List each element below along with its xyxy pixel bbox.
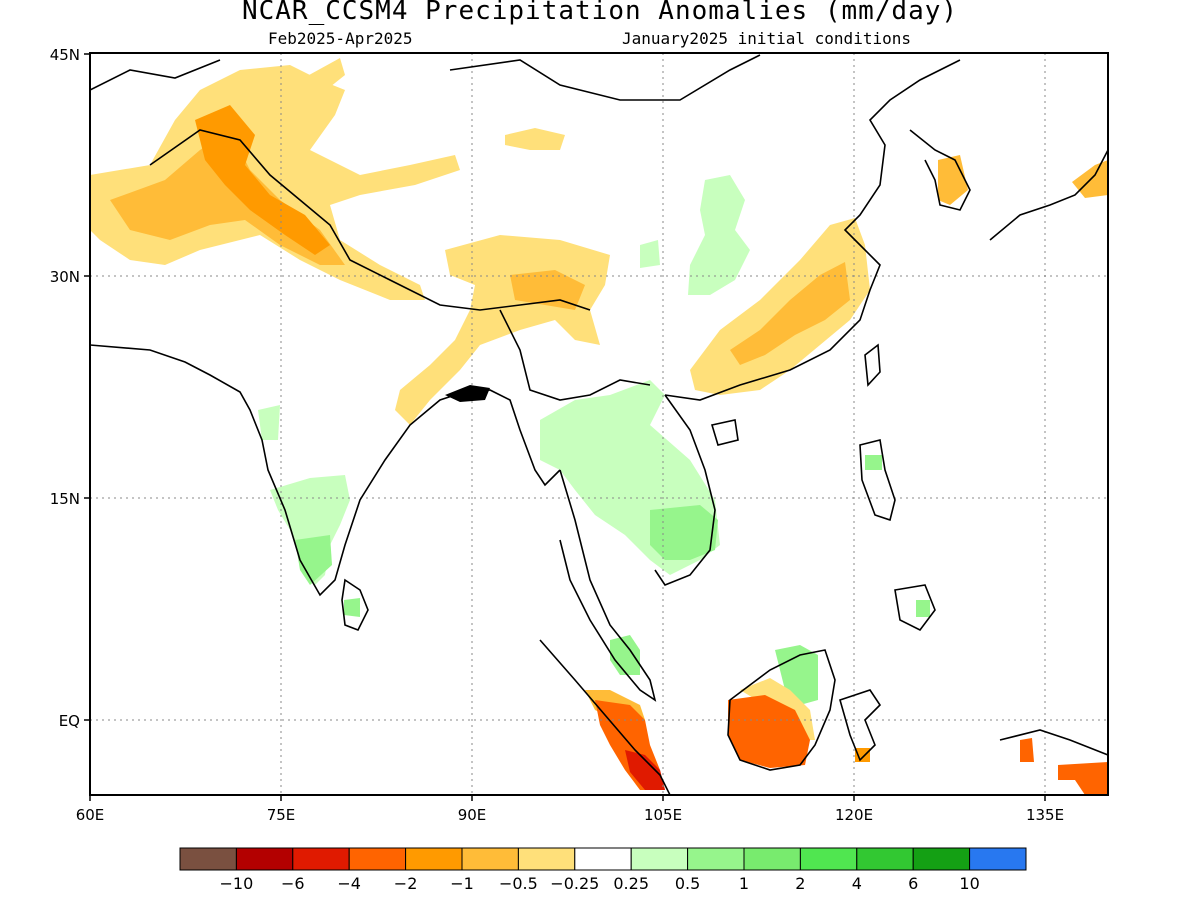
colorbar-label: 6: [908, 874, 918, 893]
wet-core-indochina: [650, 505, 718, 560]
colorbar: −10 −6 −4 −2 −1 −0.5 −0.25 0.25 0.5 1 2 4 6 10: [179, 847, 1027, 893]
forecast-period: Feb2025-Apr2025: [268, 29, 413, 48]
coast-south-china: [664, 59, 961, 401]
y-tick-label: 30N: [50, 268, 80, 286]
gridlines: [90, 53, 1108, 795]
coast-sulawesi: [839, 689, 882, 762]
coast-vietnam: [654, 394, 716, 586]
coast-luzon: [859, 439, 896, 522]
colorbar-swatch: [856, 847, 914, 871]
colorbar-label: −10: [220, 874, 254, 893]
tick-marks: [84, 53, 1046, 801]
y-tick-label: EQ: [59, 712, 80, 730]
x-tick-label: 90E: [458, 806, 487, 824]
coastlines: [90, 54, 1108, 795]
border-mongolia: [449, 54, 761, 101]
colorbar-label: −2: [394, 874, 418, 893]
colorbar-swatch: [292, 847, 350, 871]
initial-conditions: January2025 initial conditions: [622, 29, 911, 48]
colorbar-label: −1: [450, 874, 474, 893]
x-tick-label: 135E: [1026, 806, 1064, 824]
wet-region-india-west: [258, 405, 280, 440]
x-tick-label: 75E: [267, 806, 296, 824]
colorbar-swatch: [235, 847, 294, 871]
colorbar-swatch: [461, 847, 519, 871]
colorbar-swatch: [743, 847, 801, 871]
dry-core-karakoram: [195, 105, 330, 255]
colorbar-label: −0.5: [499, 874, 538, 893]
border-myanmar: [499, 309, 651, 401]
y-tick-label: 15N: [50, 490, 80, 508]
colorbar-label: 0.5: [675, 874, 700, 893]
colorbar-swatch: [517, 847, 576, 871]
colorbar-swatch: [969, 847, 1027, 871]
colorbar-label: −0.25: [550, 874, 599, 893]
colorbar-label: 10: [959, 874, 979, 893]
coast-japan: [989, 149, 1108, 241]
colorbar-swatch: [348, 847, 407, 871]
colorbar-swatch: [179, 847, 237, 871]
wet-region-china-small: [640, 240, 660, 268]
colorbar-label: 0.25: [613, 874, 649, 893]
border-himalaya: [149, 129, 591, 311]
coast-sumatra: [539, 639, 671, 795]
dry-region-new-guinea: [1058, 762, 1108, 795]
x-tick-label: 120E: [835, 806, 873, 824]
colorbar-swatch: [630, 847, 689, 871]
colorbar-label: 1: [739, 874, 749, 893]
y-tick-label: 45N: [50, 46, 80, 64]
dry-region-central-asia: [90, 65, 460, 300]
coast-borneo: [727, 649, 836, 771]
wet-region-china-central: [688, 175, 750, 295]
x-tick-label: 60E: [76, 806, 105, 824]
dry-region-tarim: [505, 128, 565, 150]
page-title: NCAR_CCSM4 Precipitation Anomalies (mm/d…: [241, 0, 959, 26]
wet-region-india-south: [270, 475, 350, 585]
dry-region-korea: [938, 155, 968, 205]
wet-region-philippines: [865, 455, 882, 470]
coast-new-guinea: [999, 729, 1108, 756]
wet-region-malay: [610, 635, 640, 675]
coast-taiwan: [864, 343, 881, 387]
colorbar-label: −4: [337, 874, 361, 893]
wet-core-india-south: [295, 535, 332, 585]
coast-indochina: [559, 469, 657, 702]
dry-core-tibet: [510, 270, 585, 310]
coast-sri-lanka: [341, 578, 369, 632]
colorbar-swatch: [799, 847, 858, 871]
plot-frame: [89, 52, 1109, 796]
colorbar-swatch: [687, 847, 745, 871]
coast-korea: [909, 129, 971, 211]
colorbar-swatch: [405, 847, 463, 871]
colorbar-label: 2: [795, 874, 805, 893]
dry-core-sumatra: [625, 750, 665, 790]
colorbar-swatch: [574, 847, 632, 871]
coast-hainan: [710, 419, 739, 446]
wet-region-sri-lanka: [344, 598, 360, 617]
border-north: [90, 59, 221, 91]
colorbar-label: −6: [281, 874, 305, 893]
coast-india: [90, 344, 561, 597]
anomaly-shading: [90, 58, 1108, 795]
x-tick-label: 105E: [644, 806, 682, 824]
coast-mindanao: [894, 584, 936, 632]
bangladesh-delta: [445, 385, 490, 402]
dry-region-new-guinea-west: [1020, 738, 1034, 762]
colorbar-label: 4: [852, 874, 862, 893]
dry-core-south-china: [730, 262, 850, 365]
dry-region-tien-shan: [300, 58, 345, 95]
dry-region-borneo: [728, 695, 810, 768]
wet-region-mindanao: [916, 600, 930, 617]
colorbar-swatch: [912, 847, 971, 871]
